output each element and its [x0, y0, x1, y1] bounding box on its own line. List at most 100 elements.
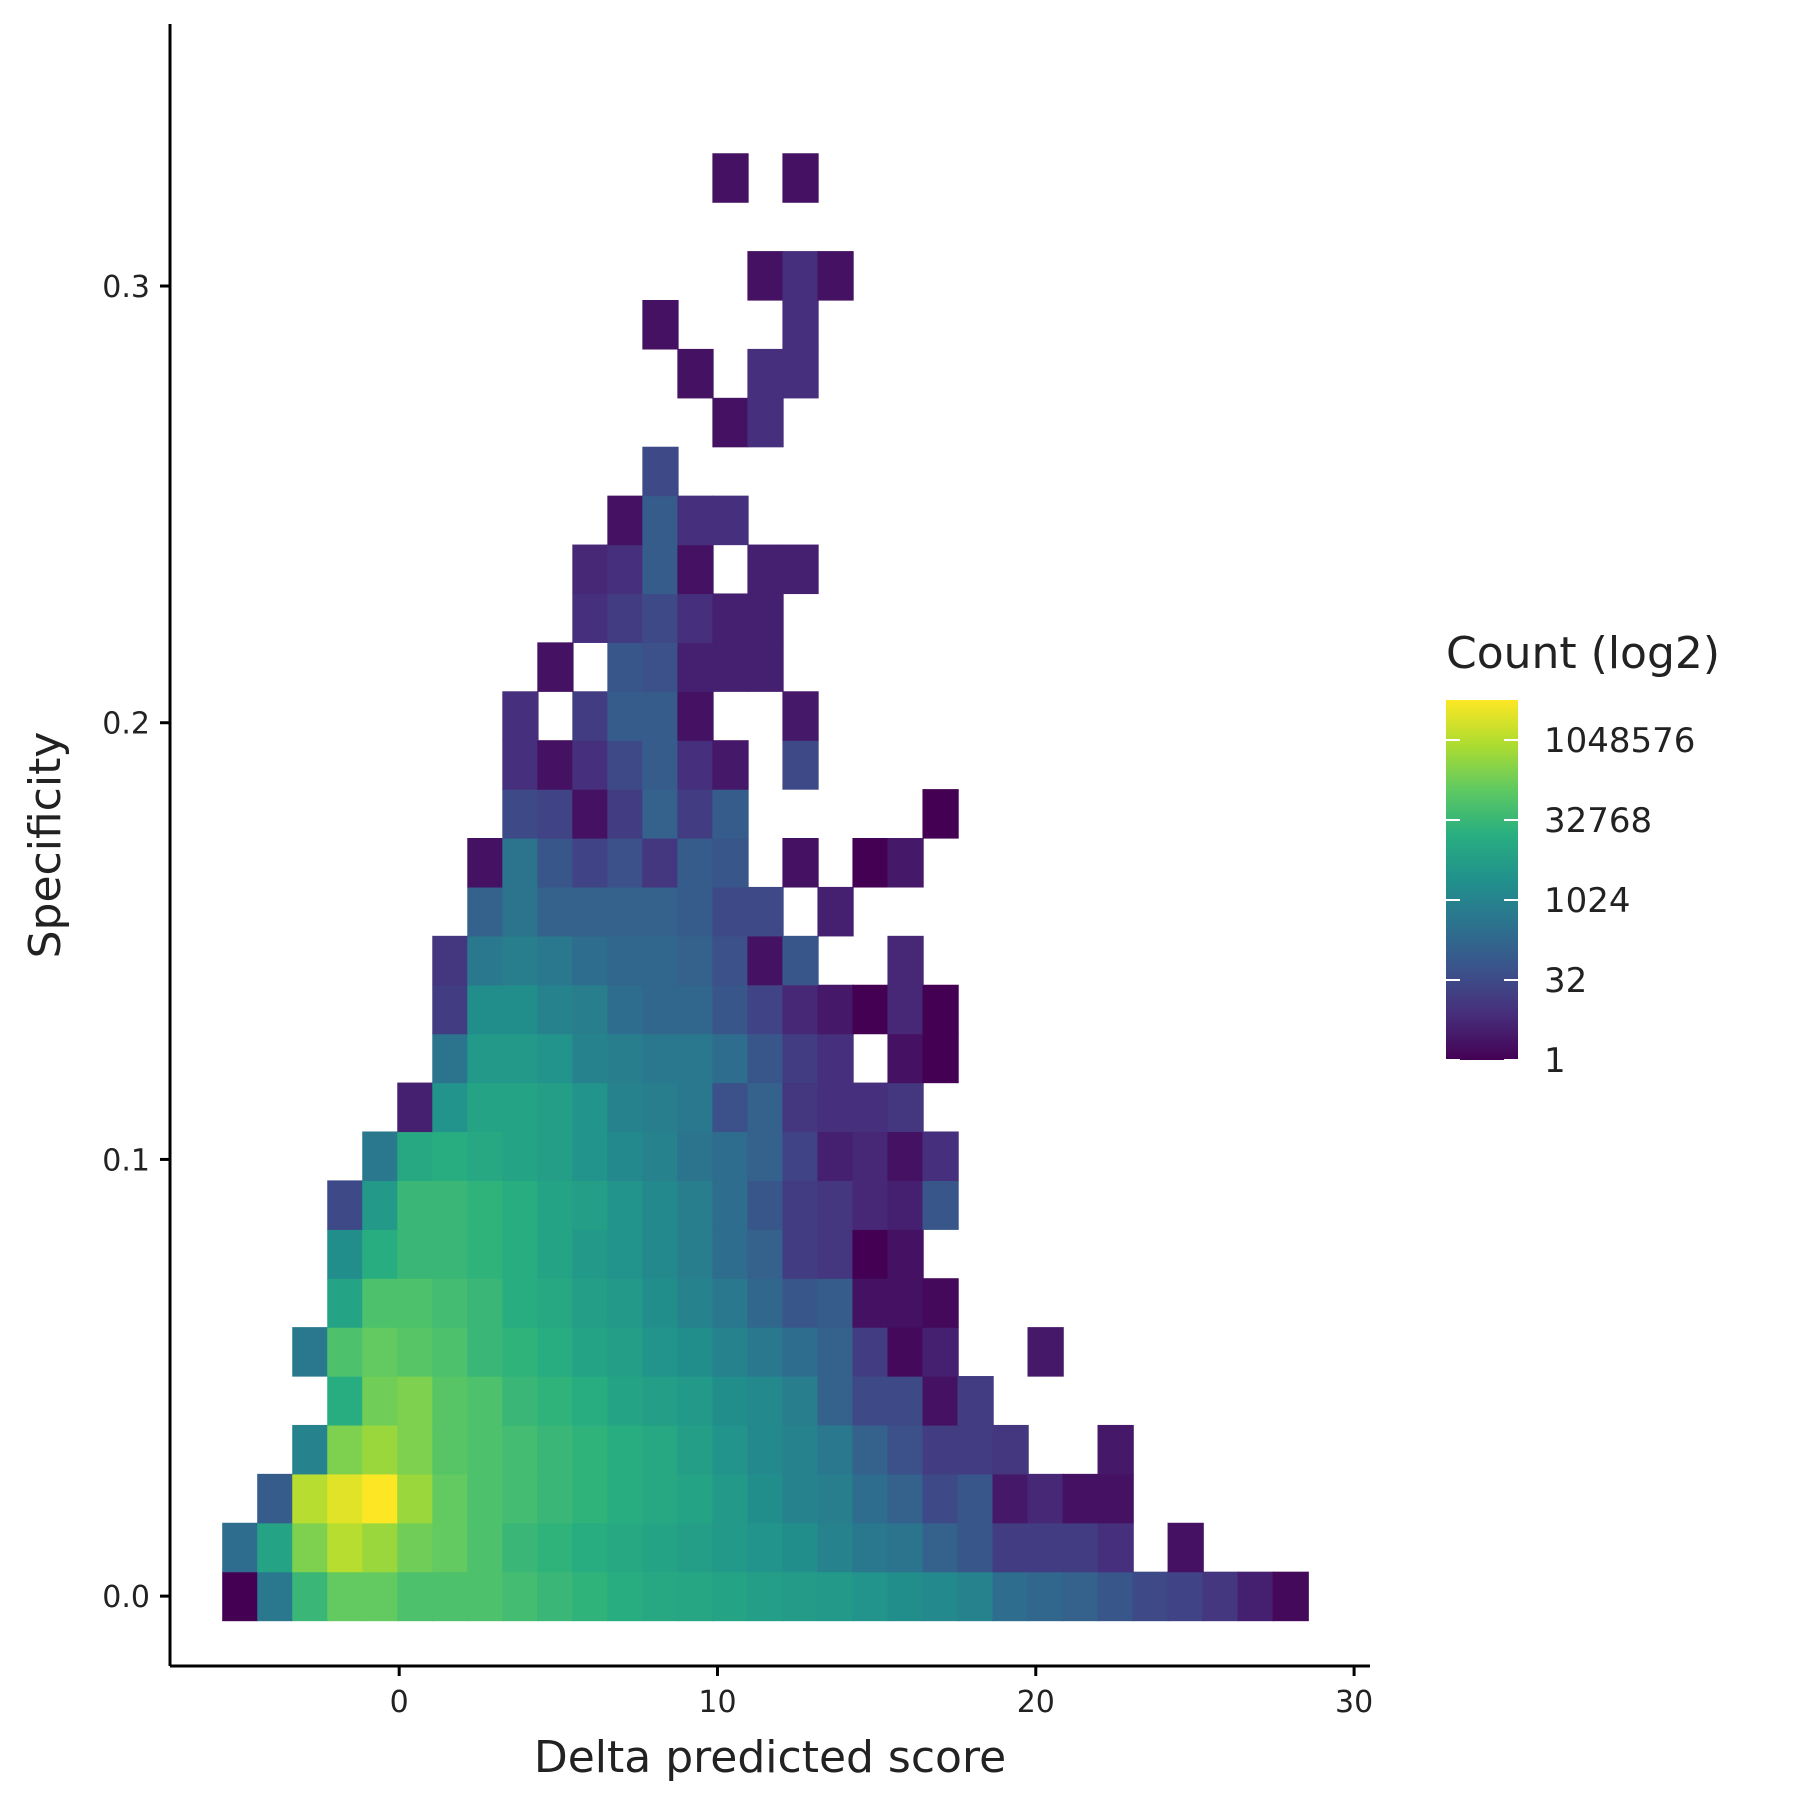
heatmap-bin — [397, 1180, 434, 1230]
heatmap-bin — [257, 1522, 294, 1573]
heatmap-bin — [922, 1131, 959, 1181]
heatmap-bin — [572, 740, 609, 790]
heatmap-bin — [467, 935, 504, 986]
heatmap-bin — [502, 1424, 539, 1475]
heatmap-bin — [642, 300, 679, 350]
y-axis-title: Specificity — [20, 732, 71, 959]
heatmap-bin — [362, 1522, 399, 1573]
heatmap-bin — [887, 1571, 924, 1622]
heatmap-bin — [677, 593, 714, 643]
heatmap-bin — [712, 740, 749, 790]
heatmap-bin — [677, 935, 714, 986]
heatmap-bin — [257, 1473, 294, 1524]
heatmap-bin — [327, 1424, 364, 1475]
heatmap-bin — [992, 1522, 1029, 1573]
heatmap-bin — [572, 935, 609, 986]
heatmap-bin — [537, 935, 574, 986]
heatmap-bin — [607, 984, 644, 1035]
heatmap-bin — [642, 544, 679, 595]
heatmap-bin — [782, 251, 819, 301]
heatmap-bin — [747, 1131, 784, 1181]
heatmap-bin — [502, 1376, 539, 1426]
heatmap-bin — [502, 1571, 539, 1622]
heatmap-bin — [852, 1278, 889, 1328]
heatmap-bin — [502, 789, 539, 839]
heatmap-bin — [712, 886, 749, 937]
heatmap-bin — [817, 1424, 854, 1475]
heatmap-bin — [607, 1376, 644, 1426]
heatmap-bin — [537, 1424, 574, 1475]
heatmap-bin — [817, 984, 854, 1035]
heatmap-bin — [712, 838, 749, 888]
heatmap-bin — [817, 1229, 854, 1279]
heatmap-bin — [782, 1424, 819, 1475]
heatmap-bin — [572, 544, 609, 595]
heatmap-bin — [1062, 1571, 1099, 1622]
x-tick-label: 10 — [698, 1685, 736, 1720]
heatmap-bin — [957, 1473, 994, 1524]
heatmap-bin — [1237, 1571, 1274, 1622]
x-ticks: 0 10 20 30 — [390, 1666, 1373, 1720]
heatmap-bin — [1167, 1571, 1204, 1622]
heatmap-bin — [887, 984, 924, 1035]
heatmap-bin — [467, 838, 504, 888]
heatmap-bin — [922, 1180, 959, 1230]
heatmap-bin — [502, 886, 539, 937]
legend-title: Count (log2) — [1446, 628, 1720, 679]
heatmap-bin — [642, 642, 679, 692]
heatmap-bin — [432, 1424, 469, 1475]
heatmap-bin — [572, 984, 609, 1035]
heatmap-bin — [432, 1473, 469, 1524]
heatmap-bin — [432, 1229, 469, 1279]
heatmap-bin — [782, 1229, 819, 1279]
heatmap-bin — [607, 1571, 644, 1622]
y-tick-label: 0.0 — [102, 1580, 150, 1615]
heatmap-bin — [327, 1327, 364, 1377]
heatmap-bin — [607, 838, 644, 888]
heatmap-bin — [712, 593, 749, 643]
heatmap-bin — [432, 1278, 469, 1328]
heatmap-bins — [222, 153, 1309, 1622]
heatmap-bin — [817, 1131, 854, 1181]
heatmap-bin — [572, 838, 609, 888]
heatmap-bin — [887, 935, 924, 986]
heatmap-bin — [922, 1473, 959, 1524]
heatmap-bin — [852, 838, 889, 888]
heatmap-bin — [572, 1278, 609, 1328]
heatmap-bin — [1097, 1473, 1134, 1524]
heatmap-bin — [747, 1033, 784, 1084]
heatmap-bin — [712, 1424, 749, 1475]
heatmap-bin — [782, 544, 819, 595]
heatmap-bin — [677, 789, 714, 839]
heatmap-bin — [677, 1571, 714, 1622]
heatmap-bin — [397, 1473, 434, 1524]
heatmap-bin — [432, 1033, 469, 1084]
heatmap-bin — [292, 1473, 329, 1524]
heatmap-bin — [677, 984, 714, 1035]
heatmap-bin — [642, 886, 679, 937]
heatmap-bin — [852, 1571, 889, 1622]
heatmap-bin — [817, 1278, 854, 1328]
heatmap-bin — [782, 838, 819, 888]
heatmap-bin — [502, 1131, 539, 1181]
heatmap-bin — [257, 1571, 294, 1622]
heatmap-bin — [712, 1180, 749, 1230]
heatmap-bin — [747, 1376, 784, 1426]
heatmap-bin — [537, 642, 574, 692]
heatmap-bin — [712, 1229, 749, 1279]
heatmap-bin — [537, 740, 574, 790]
heatmap-bin — [362, 1424, 399, 1475]
heatmap-bin — [537, 1376, 574, 1426]
heatmap-bin — [467, 1424, 504, 1475]
heatmap-bin — [642, 789, 679, 839]
heatmap-bin — [852, 1473, 889, 1524]
heatmap-bin — [467, 1229, 504, 1279]
heatmap-bin — [677, 1082, 714, 1133]
heatmap-bin — [572, 593, 609, 643]
heatmap-bin — [922, 984, 959, 1035]
heatmap-bin — [1097, 1571, 1134, 1622]
heatmap-bin — [642, 1522, 679, 1573]
heatmap-bin — [747, 1180, 784, 1230]
heatmap-bin — [607, 1473, 644, 1524]
heatmap-bin — [922, 1424, 959, 1475]
